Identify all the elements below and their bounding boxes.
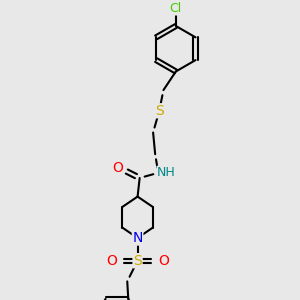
Text: Cl: Cl [170,2,182,15]
Text: O: O [106,254,117,268]
Text: N: N [132,231,143,245]
Text: O: O [112,160,123,175]
Text: S: S [133,254,142,268]
Text: NH: NH [157,166,176,179]
Text: S: S [155,104,164,118]
Text: O: O [158,254,169,268]
